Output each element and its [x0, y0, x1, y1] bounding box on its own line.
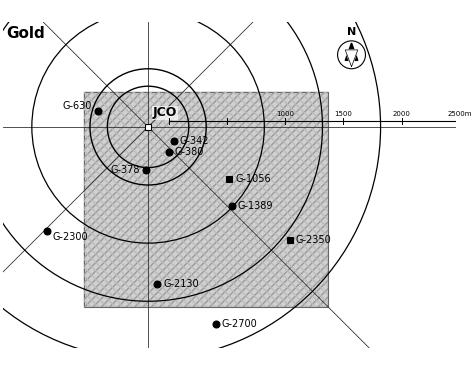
Text: 2500m: 2500m [447, 111, 472, 117]
Text: N: N [347, 27, 356, 37]
Text: G-342: G-342 [180, 136, 209, 146]
Bar [84, 92, 328, 307]
Bar [84, 92, 328, 307]
Text: G-380: G-380 [175, 148, 204, 158]
Text: G-2300: G-2300 [53, 232, 88, 242]
Bar [84, 92, 328, 307]
Text: 1500: 1500 [335, 111, 352, 117]
Text: Gold: Gold [6, 26, 45, 41]
Text: G-2350: G-2350 [296, 235, 331, 245]
Text: G-630: G-630 [63, 101, 92, 111]
Text: G-2130: G-2130 [163, 279, 199, 289]
Text: 2000: 2000 [392, 111, 410, 117]
Text: G-1056: G-1056 [235, 174, 271, 184]
Polygon shape [345, 43, 358, 60]
Text: G-2700: G-2700 [221, 320, 257, 330]
Polygon shape [345, 50, 358, 67]
Text: 1000: 1000 [276, 111, 294, 117]
Text: G-1389: G-1389 [237, 201, 273, 211]
Text: JCO: JCO [153, 107, 177, 120]
Text: G-378: G-378 [110, 165, 140, 175]
